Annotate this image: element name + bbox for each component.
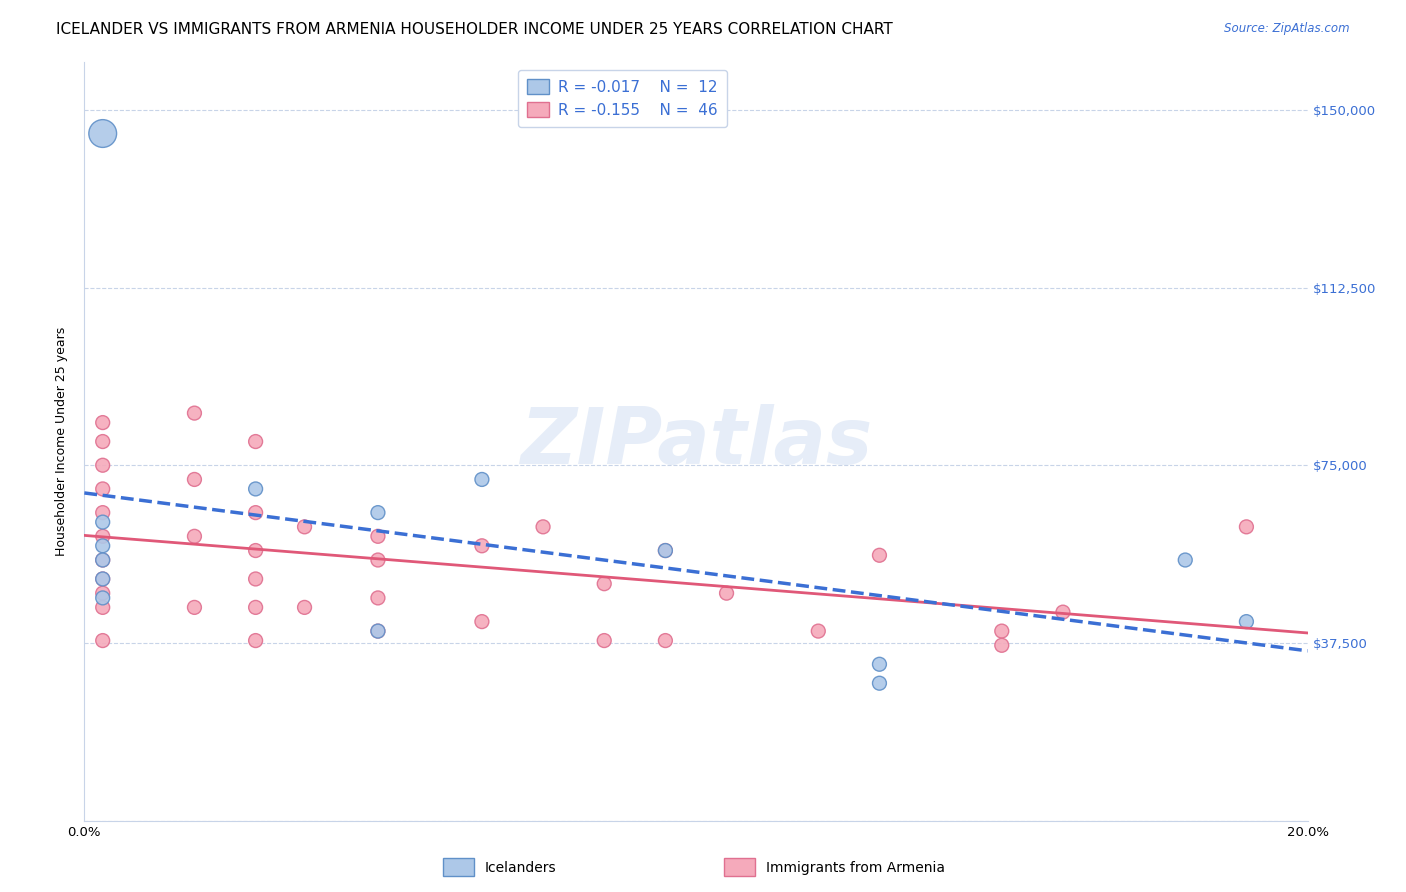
Point	[367, 553, 389, 567]
Point	[593, 633, 616, 648]
Text: ZIPatlas: ZIPatlas	[520, 403, 872, 480]
Point	[869, 676, 891, 690]
Point	[91, 539, 114, 553]
Point	[91, 600, 114, 615]
Point	[245, 600, 267, 615]
Point	[91, 515, 114, 529]
Text: Icelanders: Icelanders	[485, 861, 557, 875]
Point	[91, 127, 114, 141]
Point	[367, 624, 389, 639]
Point	[294, 520, 316, 534]
Point	[367, 624, 389, 639]
Point	[471, 615, 494, 629]
Point	[91, 458, 114, 473]
Point	[471, 473, 494, 487]
Point	[367, 529, 389, 543]
Point	[654, 543, 676, 558]
Point	[183, 600, 205, 615]
Point	[869, 657, 891, 672]
Legend: R = -0.017    N =  12, R = -0.155    N =  46: R = -0.017 N = 12, R = -0.155 N = 46	[519, 70, 727, 127]
Point	[716, 586, 738, 600]
Point	[91, 482, 114, 496]
Text: ICELANDER VS IMMIGRANTS FROM ARMENIA HOUSEHOLDER INCOME UNDER 25 YEARS CORRELATI: ICELANDER VS IMMIGRANTS FROM ARMENIA HOU…	[56, 22, 893, 37]
Point	[367, 591, 389, 605]
Point	[91, 586, 114, 600]
Point	[183, 406, 205, 420]
Point	[1236, 615, 1258, 629]
Point	[1174, 553, 1197, 567]
Point	[245, 543, 267, 558]
Y-axis label: Householder Income Under 25 years: Householder Income Under 25 years	[55, 326, 69, 557]
Point	[91, 416, 114, 430]
Point	[654, 633, 676, 648]
Point	[91, 553, 114, 567]
Point	[294, 600, 316, 615]
Point	[245, 434, 267, 449]
Point	[245, 633, 267, 648]
Point	[654, 543, 676, 558]
Point	[91, 591, 114, 605]
Point	[1236, 520, 1258, 534]
Point	[245, 482, 267, 496]
Point	[807, 624, 830, 639]
Point	[593, 576, 616, 591]
Point	[471, 539, 494, 553]
Point	[91, 506, 114, 520]
Point	[991, 638, 1014, 652]
Point	[1052, 605, 1074, 619]
Point	[91, 572, 114, 586]
Point	[91, 572, 114, 586]
Point	[245, 506, 267, 520]
Point	[183, 473, 205, 487]
Point	[531, 520, 554, 534]
Point	[91, 434, 114, 449]
Point	[183, 529, 205, 543]
Point	[245, 572, 267, 586]
Text: Source: ZipAtlas.com: Source: ZipAtlas.com	[1225, 22, 1350, 36]
Point	[91, 633, 114, 648]
Point	[91, 553, 114, 567]
Point	[869, 548, 891, 563]
Point	[367, 506, 389, 520]
Point	[991, 624, 1014, 639]
Point	[91, 529, 114, 543]
Text: Immigrants from Armenia: Immigrants from Armenia	[766, 861, 945, 875]
